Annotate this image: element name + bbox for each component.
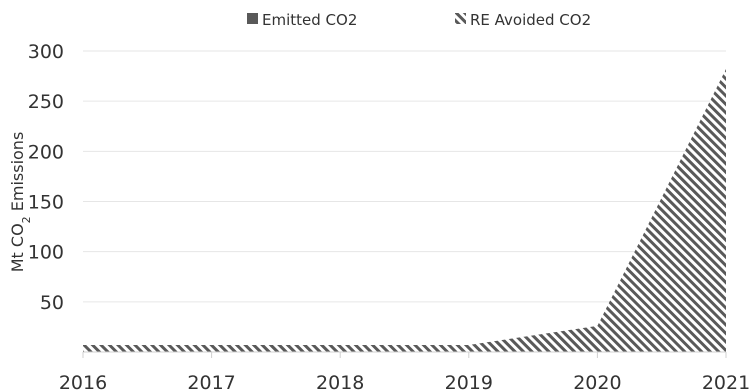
x-tick-label: 2019 [445, 372, 493, 392]
legend: Emitted CO2 RE Avoided CO2 [247, 11, 591, 29]
x-tick-label: 2018 [316, 372, 364, 392]
y-tick-label: 200 [28, 141, 64, 163]
legend-swatch-avoided [455, 13, 466, 24]
y-tick-label: 50 [40, 292, 64, 314]
area-series-avoided [83, 69, 726, 352]
y-tick-label: 100 [28, 242, 64, 264]
x-tick-labels: 2016 2017 2018 2019 2020 2021 [59, 372, 749, 392]
legend-swatch-emitted [247, 13, 258, 24]
y-tick-label: 300 [28, 41, 64, 63]
x-tick-label: 2021 [702, 372, 749, 392]
y-tick-label: 150 [28, 192, 64, 214]
y-tick-label: 250 [28, 91, 64, 113]
y-axis-label: Mt CO2 Emissions [8, 132, 33, 273]
legend-label-avoided: RE Avoided CO2 [470, 11, 591, 29]
x-tick-marks [82, 352, 727, 358]
legend-label-emitted: Emitted CO2 [262, 11, 357, 29]
x-tick-label: 2020 [573, 372, 621, 392]
area-layer [83, 69, 726, 352]
y-tick-labels: 50 100 150 200 250 300 [28, 41, 64, 314]
x-tick-label: 2016 [59, 372, 107, 392]
x-tick-label: 2017 [187, 372, 235, 392]
